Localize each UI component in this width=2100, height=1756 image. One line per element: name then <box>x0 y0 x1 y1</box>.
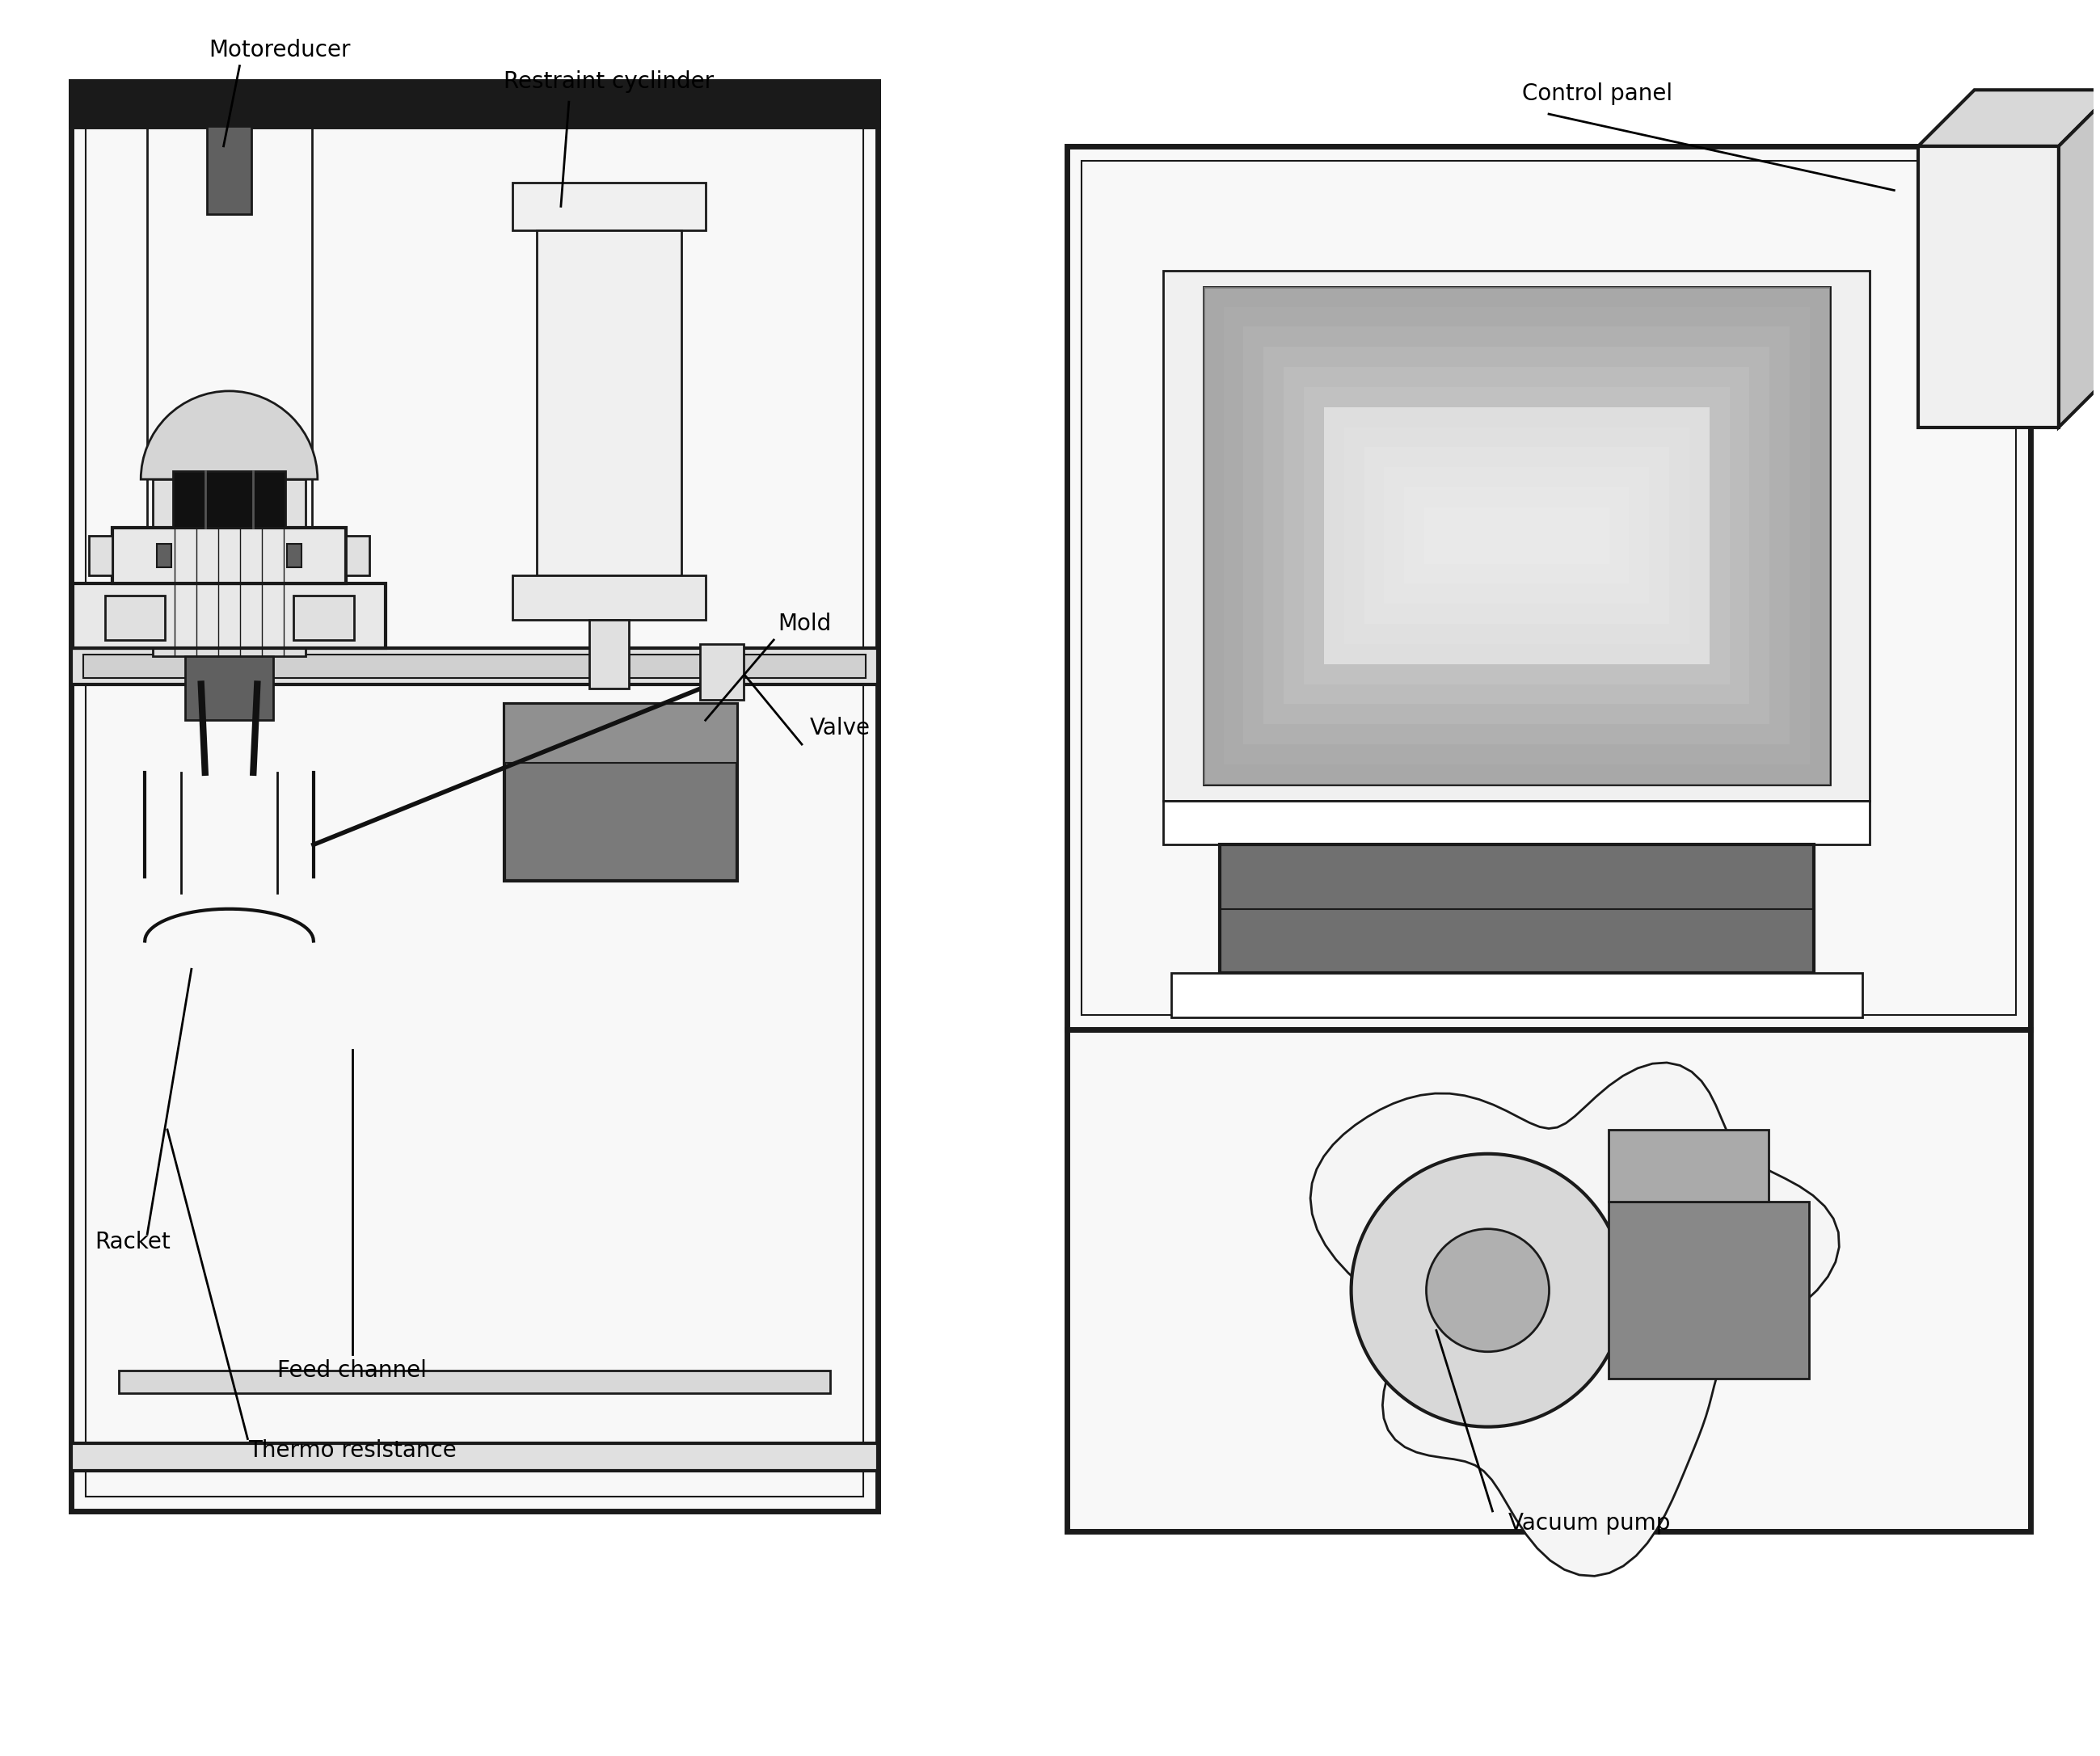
Bar <box>71 648 878 685</box>
Bar <box>1243 327 1789 745</box>
Bar <box>158 544 172 567</box>
Bar <box>71 1443 878 1472</box>
Circle shape <box>1350 1154 1623 1428</box>
Bar <box>172 471 286 527</box>
Bar <box>1323 407 1709 664</box>
Bar <box>1344 427 1688 644</box>
Bar <box>1163 270 1869 801</box>
Text: Restraint cyclinder: Restraint cyclinder <box>504 70 714 93</box>
Bar <box>206 126 252 214</box>
Bar <box>1163 801 1869 845</box>
Text: Mold: Mold <box>777 613 832 636</box>
Text: Feed channel: Feed channel <box>277 1359 426 1382</box>
Bar <box>512 576 706 620</box>
Bar <box>1067 146 2031 1029</box>
Bar <box>347 536 370 576</box>
Bar <box>1609 1203 1808 1378</box>
Bar <box>88 536 113 576</box>
Text: Motoreducer: Motoreducer <box>208 39 351 61</box>
Bar <box>1365 448 1670 623</box>
Bar <box>288 544 302 567</box>
Bar <box>1264 348 1770 723</box>
Bar <box>504 704 737 882</box>
Polygon shape <box>1917 90 2100 146</box>
Wedge shape <box>141 392 317 479</box>
Bar <box>105 595 166 639</box>
Bar <box>699 644 743 701</box>
Bar <box>1082 160 2016 1015</box>
Polygon shape <box>2058 90 2100 427</box>
Text: Valve: Valve <box>811 716 871 739</box>
Bar <box>1067 1029 2031 1531</box>
Text: Thermo resistance: Thermo resistance <box>248 1440 456 1463</box>
Bar <box>512 183 706 230</box>
Bar <box>1220 845 1814 973</box>
Bar <box>1283 367 1749 704</box>
Bar <box>1203 286 1829 785</box>
Bar <box>1405 488 1630 583</box>
Bar <box>294 595 353 639</box>
Bar <box>86 126 863 1496</box>
Bar <box>74 583 386 648</box>
Bar <box>71 83 878 126</box>
Bar <box>1172 973 1863 1017</box>
Text: Racket: Racket <box>94 1231 170 1254</box>
Bar <box>1203 286 1829 785</box>
Bar <box>1224 307 1810 764</box>
Bar <box>1323 407 1709 664</box>
Bar <box>1424 507 1609 564</box>
Bar <box>1917 146 2058 427</box>
Text: Vacuum pump: Vacuum pump <box>1508 1512 1670 1535</box>
Bar <box>153 479 304 657</box>
Bar <box>84 655 865 678</box>
Circle shape <box>1426 1229 1550 1352</box>
Bar <box>113 527 347 583</box>
Polygon shape <box>1310 1062 1840 1577</box>
Bar <box>120 1371 830 1393</box>
Text: Control panel: Control panel <box>1522 83 1672 105</box>
Bar <box>588 620 630 688</box>
Bar <box>1384 467 1649 604</box>
Bar <box>504 704 737 762</box>
Bar <box>538 230 680 576</box>
Bar <box>185 657 273 720</box>
Bar <box>1609 1129 1768 1203</box>
Bar <box>71 83 878 1512</box>
Bar <box>1304 386 1730 685</box>
